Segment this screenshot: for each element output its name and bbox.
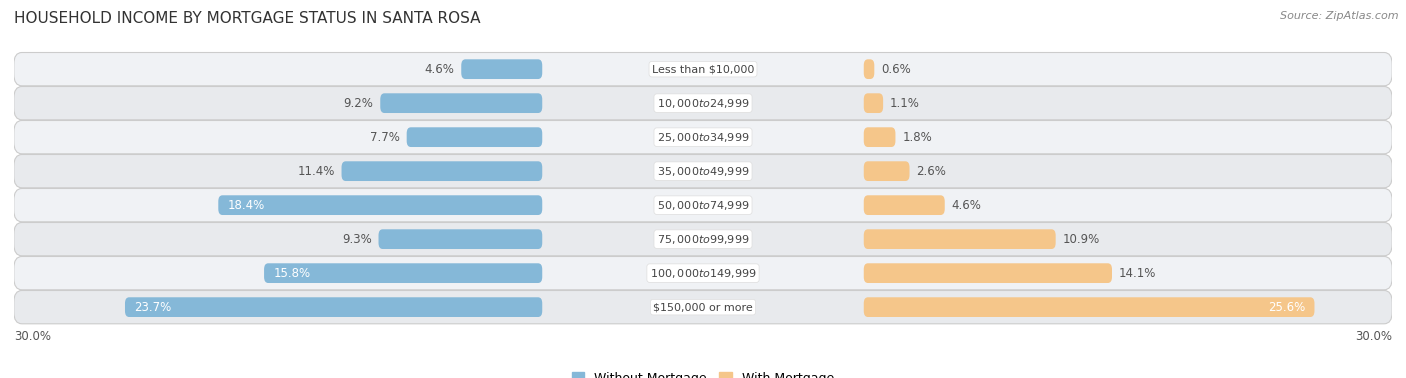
Text: $50,000 to $74,999: $50,000 to $74,999 <box>657 199 749 212</box>
FancyBboxPatch shape <box>863 161 910 181</box>
Text: 15.8%: 15.8% <box>273 266 311 280</box>
FancyBboxPatch shape <box>14 53 1392 86</box>
Text: 30.0%: 30.0% <box>1355 330 1392 343</box>
Text: 4.6%: 4.6% <box>425 63 454 76</box>
FancyBboxPatch shape <box>14 155 1392 188</box>
Text: 11.4%: 11.4% <box>297 165 335 178</box>
Text: 10.9%: 10.9% <box>1063 232 1099 246</box>
FancyBboxPatch shape <box>378 229 543 249</box>
Text: 9.3%: 9.3% <box>342 232 371 246</box>
FancyBboxPatch shape <box>863 195 945 215</box>
Text: 30.0%: 30.0% <box>14 330 51 343</box>
FancyBboxPatch shape <box>406 127 543 147</box>
FancyBboxPatch shape <box>14 189 1392 222</box>
Text: $100,000 to $149,999: $100,000 to $149,999 <box>650 266 756 280</box>
Text: 23.7%: 23.7% <box>134 301 172 314</box>
FancyBboxPatch shape <box>125 297 543 317</box>
FancyBboxPatch shape <box>14 121 1392 154</box>
Text: $25,000 to $34,999: $25,000 to $34,999 <box>657 131 749 144</box>
FancyBboxPatch shape <box>461 59 543 79</box>
FancyBboxPatch shape <box>863 59 875 79</box>
FancyBboxPatch shape <box>14 257 1392 290</box>
Text: 9.2%: 9.2% <box>343 97 374 110</box>
FancyBboxPatch shape <box>863 263 1112 283</box>
Text: 1.1%: 1.1% <box>890 97 920 110</box>
Text: 0.6%: 0.6% <box>882 63 911 76</box>
FancyBboxPatch shape <box>14 223 1392 256</box>
FancyBboxPatch shape <box>863 229 1056 249</box>
Text: 18.4%: 18.4% <box>228 199 264 212</box>
Text: HOUSEHOLD INCOME BY MORTGAGE STATUS IN SANTA ROSA: HOUSEHOLD INCOME BY MORTGAGE STATUS IN S… <box>14 11 481 26</box>
FancyBboxPatch shape <box>863 127 896 147</box>
Text: 4.6%: 4.6% <box>952 199 981 212</box>
Text: 14.1%: 14.1% <box>1119 266 1156 280</box>
Text: 25.6%: 25.6% <box>1268 301 1305 314</box>
Text: $10,000 to $24,999: $10,000 to $24,999 <box>657 97 749 110</box>
FancyBboxPatch shape <box>863 93 883 113</box>
Text: 1.8%: 1.8% <box>903 131 932 144</box>
Text: Source: ZipAtlas.com: Source: ZipAtlas.com <box>1281 11 1399 21</box>
Text: $150,000 or more: $150,000 or more <box>654 302 752 312</box>
Text: Less than $10,000: Less than $10,000 <box>652 64 754 74</box>
FancyBboxPatch shape <box>14 290 1392 324</box>
FancyBboxPatch shape <box>863 297 1315 317</box>
FancyBboxPatch shape <box>342 161 543 181</box>
FancyBboxPatch shape <box>380 93 543 113</box>
FancyBboxPatch shape <box>264 263 543 283</box>
Text: 2.6%: 2.6% <box>917 165 946 178</box>
Text: 7.7%: 7.7% <box>370 131 399 144</box>
Text: $35,000 to $49,999: $35,000 to $49,999 <box>657 165 749 178</box>
FancyBboxPatch shape <box>218 195 543 215</box>
Legend: Without Mortgage, With Mortgage: Without Mortgage, With Mortgage <box>567 367 839 378</box>
Text: $75,000 to $99,999: $75,000 to $99,999 <box>657 232 749 246</box>
FancyBboxPatch shape <box>14 87 1392 120</box>
